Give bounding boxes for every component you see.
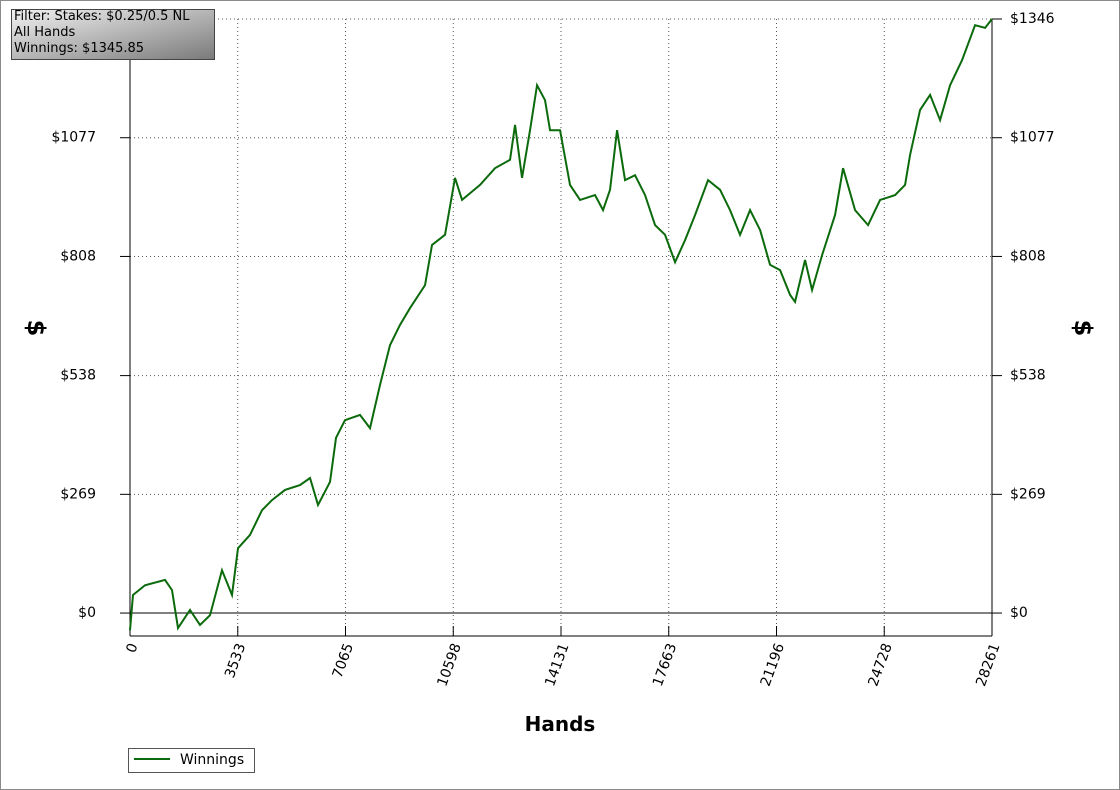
y2-tick-label: $0	[1010, 605, 1028, 621]
legend-label: Winnings	[180, 752, 244, 768]
series-line	[129, 18, 993, 631]
y-tick-label: $0	[78, 605, 96, 621]
y2-tick-label: $1077	[1010, 130, 1055, 146]
y2-tick-label: $269	[1010, 486, 1046, 502]
annotation-background	[11, 9, 215, 60]
y2-tick-label: $808	[1010, 248, 1046, 264]
y-tick-label: $538	[60, 368, 96, 384]
y-tick-label: $1077	[51, 130, 96, 146]
x-axis-label: Hands	[525, 712, 596, 736]
y-tick-label: $269	[60, 486, 96, 502]
legend-box	[128, 748, 255, 773]
legend: Winnings	[128, 748, 255, 773]
y2-tick-label: $1346	[1010, 11, 1055, 27]
annotation: All Hands	[14, 25, 75, 40]
annotation: Winnings: $1345.85	[14, 41, 144, 56]
y2-axis-label: $	[1069, 320, 1097, 337]
y-axis-label: $	[22, 320, 50, 337]
y-tick-label: $808	[60, 248, 96, 264]
annotation-box: Filter: Stakes: $0.25/0.5 NL All Hands W…	[11, 9, 215, 60]
annotation: Filter: Stakes: $0.25/0.5 NL	[14, 9, 190, 24]
y2-tick-label: $538	[1010, 368, 1046, 384]
